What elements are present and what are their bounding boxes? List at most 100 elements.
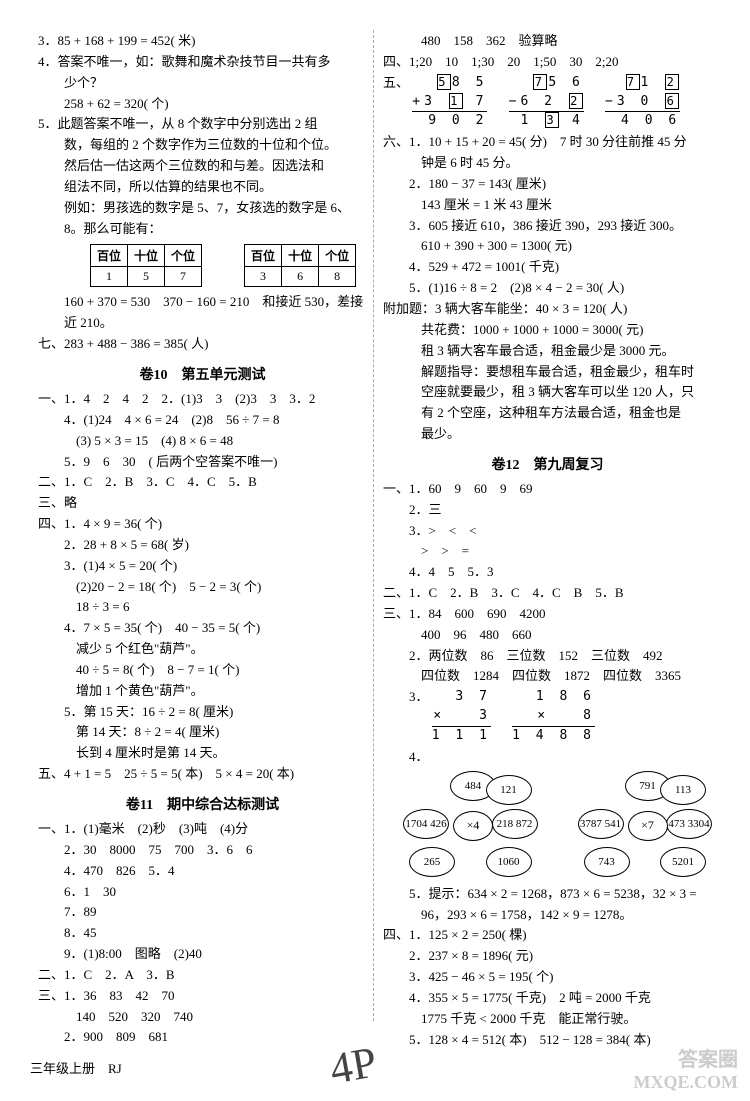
- td: 8: [319, 267, 356, 287]
- text: 1775 千克 < 2000 千克 能正常行驶。: [383, 1010, 712, 1029]
- text: 610 + 390 + 300 = 1300( 元): [383, 237, 712, 256]
- text: 96，293 × 6 = 1758，142 × 9 = 1278。: [383, 906, 712, 925]
- petal: 3787 541: [578, 809, 624, 839]
- section-title: 卷12 第九周复习: [383, 454, 712, 474]
- text: 有 2 个空座，这种租车方法最合适，租金也是: [383, 404, 712, 423]
- text: 2．30 8000 75 700 3．6 6: [38, 841, 367, 860]
- text: 七、283 + 488 − 386 = 385( 人): [38, 335, 367, 354]
- text: 租 3 辆大客车最合适，租金最少是 3000 元。: [383, 342, 712, 361]
- text: 5．9 6 30 ( 后两个空答案不唯一): [38, 453, 367, 472]
- text: 二、1．C 2．A 3．B: [38, 966, 367, 985]
- text: 四、1．125 × 2 = 250( 棵): [383, 926, 712, 945]
- table-2: 百位十位个位 368: [244, 244, 356, 287]
- calc-row: 五、 58 5 +3 1 7 9 0 2 75 6 −6 2 2 1 3 4 7…: [383, 74, 712, 132]
- label: 五、: [383, 75, 409, 90]
- text: 三、略: [38, 494, 367, 513]
- text: 六、1．10 + 15 + 20 = 45( 分) 7 时 30 分往前推 45…: [383, 133, 712, 152]
- text: 钟是 6 时 45 分。: [383, 154, 712, 173]
- text: 8。那么可能有：: [38, 220, 367, 239]
- text: 三、1．84 600 690 4200: [383, 605, 712, 624]
- label: 3．: [409, 689, 429, 704]
- text: 2．两位数 86 三位数 152 三位数 492: [383, 647, 712, 666]
- text: 3．> < <: [383, 522, 712, 541]
- text: (3) 5 × 3 = 15 (4) 8 × 6 = 48: [38, 432, 367, 451]
- td: 6: [282, 267, 319, 287]
- th: 百位: [245, 245, 282, 267]
- petal: 743: [584, 847, 630, 877]
- petal: 121: [486, 775, 532, 805]
- text: 140 520 320 740: [38, 1008, 367, 1027]
- text: 二、1．C 2．B 3．C 4．C B 5．B: [383, 584, 712, 603]
- watermark-url: MXQE.COM: [634, 1072, 738, 1093]
- petal: 265: [409, 847, 455, 877]
- th: 个位: [165, 245, 202, 267]
- text: 18 ÷ 3 = 6: [38, 598, 367, 617]
- table-1: 百位十位个位 157: [90, 244, 202, 287]
- text: 480 158 362 验算略: [383, 32, 712, 51]
- text: 3．(1)4 × 5 = 20( 个): [38, 557, 367, 576]
- digit-tables: 百位十位个位 157 百位十位个位 368: [38, 240, 367, 291]
- text: 长到 4 厘米时是第 14 天。: [38, 744, 367, 763]
- text: > > =: [383, 542, 712, 561]
- text: 400 96 480 660: [383, 626, 712, 645]
- text: 3．605 接近 610，386 接近 390，293 接近 300。: [383, 217, 712, 236]
- mul-calc-2: 1 8 6 × 8 1 4 8 8: [512, 688, 595, 746]
- text: 5．第 15 天：16 ÷ 2 = 8( 厘米): [38, 703, 367, 722]
- text: 四、1;20 10 1;30 20 1;50 30 2;20: [383, 53, 712, 72]
- text: 二、1．C 2．B 3．C 4．C 5．B: [38, 473, 367, 492]
- text: 四位数 1284 四位数 1872 四位数 3365: [383, 667, 712, 686]
- text: 2．三: [383, 501, 712, 520]
- flower-center: ×4: [453, 811, 493, 841]
- text: 第 14 天：8 ÷ 2 = 4( 厘米): [38, 723, 367, 742]
- text: 2．180 − 37 = 143( 厘米): [383, 175, 712, 194]
- label: 4．: [383, 748, 712, 767]
- text: 一、1．60 9 60 9 69: [383, 480, 712, 499]
- petal: 218 872: [492, 809, 538, 839]
- right-column: 480 158 362 验算略 四、1;20 10 1;30 20 1;50 3…: [375, 30, 720, 980]
- text: 少个？: [38, 74, 367, 93]
- text: 258 + 62 = 320( 个): [38, 95, 367, 114]
- text: 组法不同，所以估算的结果也不同。: [38, 178, 367, 197]
- text: 2．28 + 8 × 5 = 68( 岁): [38, 536, 367, 555]
- vertical-calc-1: 58 5 +3 1 7 9 0 2: [412, 74, 487, 132]
- vertical-calc-3: 71 2 −3 0 6 4 0 6: [605, 74, 680, 132]
- flower-1: 484 121 1704 426 218 872 265 1060 ×4: [403, 771, 538, 881]
- petal: 1060: [486, 847, 532, 877]
- mul-row: 3． 3 7 × 3 1 1 1 1 8 6 × 8 1 4 8 8: [383, 688, 712, 746]
- text: 一、1．4 2 4 2 2．(1)3 3 (2)3 3 3．2: [38, 390, 367, 409]
- petal: 113: [660, 775, 706, 805]
- text: 6．1 30: [38, 883, 367, 902]
- th: 百位: [91, 245, 128, 267]
- left-column: 3．85 + 168 + 199 = 452( 米) 4．答案不唯一，如：歌舞和…: [30, 30, 375, 980]
- text: 3．85 + 168 + 199 = 452( 米): [38, 32, 367, 51]
- flower-center: ×7: [628, 811, 668, 841]
- td: 3: [245, 267, 282, 287]
- text: 5．提示：634 × 2 = 1268，873 × 6 = 5238，32 × …: [383, 885, 712, 904]
- text: 160 + 370 = 530 370 − 160 = 210 和接近 530，…: [38, 293, 367, 312]
- text: 3．425 − 46 × 5 = 195( 个): [383, 968, 712, 987]
- text: 5．(1)16 ÷ 8 = 2 (2)8 × 4 − 2 = 30( 人): [383, 279, 712, 298]
- text: 4．(1)24 4 × 6 = 24 (2)8 56 ÷ 7 = 8: [38, 411, 367, 430]
- text: 数，每组的 2 个数字作为三位数的十位和个位。: [38, 136, 367, 155]
- text: (2)20 − 2 = 18( 个) 5 − 2 = 3( 个): [38, 578, 367, 597]
- text: 9．(1)8:00 图略 (2)40: [38, 945, 367, 964]
- text: 附加题：3 辆大客车能坐：40 × 3 = 120( 人): [383, 300, 712, 319]
- petal: 473 3304: [666, 809, 712, 839]
- text: 4．355 × 5 = 1775( 千克) 2 吨 = 2000 千克: [383, 989, 712, 1008]
- text: 五、4 + 1 = 5 25 ÷ 5 = 5( 本) 5 × 4 = 20( 本…: [38, 765, 367, 784]
- section-title: 卷10 第五单元测试: [38, 364, 367, 384]
- text: 143 厘米 = 1 米 43 厘米: [383, 196, 712, 215]
- text: 4．529 + 472 = 1001( 千克): [383, 258, 712, 277]
- page-footer: 三年级上册 RJ: [30, 1058, 122, 1077]
- text: 2．237 × 8 = 1896( 元): [383, 947, 712, 966]
- handwritten-mark: 4P: [326, 1036, 381, 1094]
- flower-2: 791 113 3787 541 473 3304 743 5201 ×7: [578, 771, 713, 881]
- petal: 1704 426: [403, 809, 449, 839]
- section-title: 卷11 期中综合达标测试: [38, 794, 367, 814]
- text: 减少 5 个红色"葫芦"。: [38, 640, 367, 659]
- td: 5: [128, 267, 165, 287]
- text: 共花费：1000 + 1000 + 1000 = 3000( 元): [383, 321, 712, 340]
- text: 例如：男孩选的数字是 5、7，女孩选的数字是 6、: [38, 199, 367, 218]
- column-divider: [373, 30, 374, 1021]
- text: 8．45: [38, 924, 367, 943]
